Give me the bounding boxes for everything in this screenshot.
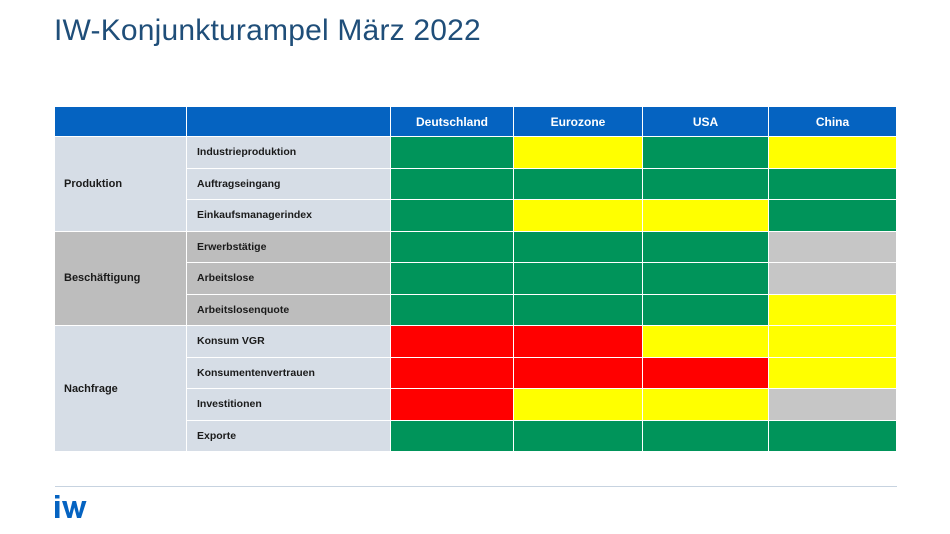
status-cell-red bbox=[514, 326, 643, 358]
status-cell-green bbox=[514, 420, 643, 452]
status-cell-yellow bbox=[769, 357, 897, 389]
column-header-usa: USA bbox=[643, 107, 769, 137]
status-cell-green bbox=[514, 168, 643, 200]
status-cell-green bbox=[643, 294, 769, 326]
status-cell-yellow bbox=[643, 200, 769, 232]
status-cell-green bbox=[391, 263, 514, 295]
indicator-label: Arbeitslosenquote bbox=[187, 294, 391, 326]
status-cell-yellow bbox=[643, 326, 769, 358]
indicator-label: Industrieproduktion bbox=[187, 137, 391, 169]
iw-logo-icon bbox=[54, 494, 90, 520]
status-cell-green bbox=[769, 168, 897, 200]
indicator-label: Arbeitslose bbox=[187, 263, 391, 295]
status-cell-yellow bbox=[769, 294, 897, 326]
status-cell-green bbox=[769, 420, 897, 452]
status-cell-yellow bbox=[514, 389, 643, 421]
status-cell-yellow bbox=[514, 137, 643, 169]
indicator-label: Konsumentenvertrauen bbox=[187, 357, 391, 389]
column-header-deutschland: Deutschland bbox=[391, 107, 514, 137]
status-cell-green bbox=[643, 420, 769, 452]
status-cell-green bbox=[391, 420, 514, 452]
status-cell-yellow bbox=[769, 137, 897, 169]
iw-logo-icon bbox=[55, 495, 87, 518]
status-cell-yellow bbox=[514, 200, 643, 232]
status-cell-green bbox=[643, 263, 769, 295]
status-cell-grey bbox=[769, 263, 897, 295]
indicator-label: Konsum VGR bbox=[187, 326, 391, 358]
column-header-china: China bbox=[769, 107, 897, 137]
status-cell-red bbox=[643, 357, 769, 389]
status-cell-green bbox=[643, 168, 769, 200]
status-cell-grey bbox=[769, 231, 897, 263]
footer-divider bbox=[55, 486, 897, 487]
status-cell-green bbox=[514, 294, 643, 326]
indicator-label: Auftragseingang bbox=[187, 168, 391, 200]
status-cell-green bbox=[391, 294, 514, 326]
indicator-label: Investitionen bbox=[187, 389, 391, 421]
status-cell-red bbox=[514, 357, 643, 389]
status-cell-green bbox=[514, 231, 643, 263]
status-cell-red bbox=[391, 326, 514, 358]
group-label: Produktion bbox=[55, 137, 187, 232]
status-cell-green bbox=[643, 231, 769, 263]
status-cell-green bbox=[391, 200, 514, 232]
status-cell-green bbox=[391, 137, 514, 169]
status-cell-green bbox=[391, 231, 514, 263]
status-cell-green bbox=[643, 137, 769, 169]
status-cell-grey bbox=[769, 389, 897, 421]
group-label: Beschäftigung bbox=[55, 231, 187, 326]
column-header-eurozone: Eurozone bbox=[514, 107, 643, 137]
indicator-label: Erwerbstätige bbox=[187, 231, 391, 263]
traffic-light-table: Deutschland Eurozone USA China Produktion Ind… bbox=[55, 107, 897, 452]
header-group-blank bbox=[55, 107, 187, 137]
header-indicator-blank bbox=[187, 107, 391, 137]
status-cell-green bbox=[514, 263, 643, 295]
status-cell-green bbox=[391, 168, 514, 200]
indicator-label: Exporte bbox=[187, 420, 391, 452]
status-cell-red bbox=[391, 389, 514, 421]
group-label: Nachfrage bbox=[55, 326, 187, 452]
status-cell-yellow bbox=[643, 389, 769, 421]
status-cell-red bbox=[391, 357, 514, 389]
status-cell-green bbox=[769, 200, 897, 232]
page-title: IW-Konjunkturampel März 2022 bbox=[54, 14, 481, 47]
indicator-label: Einkaufsmanagerindex bbox=[187, 200, 391, 232]
status-cell-yellow bbox=[769, 326, 897, 358]
